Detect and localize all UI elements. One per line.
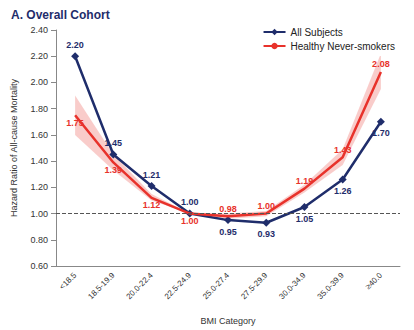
svg-text:22.5-24.9: 22.5-24.9 — [163, 270, 194, 301]
svg-text:1.80: 1.80 — [30, 104, 48, 114]
svg-text:All Subjects: All Subjects — [291, 27, 343, 38]
svg-text:1.45: 1.45 — [105, 138, 123, 148]
svg-text:0.80: 0.80 — [30, 235, 48, 245]
svg-text:27.5-29.9: 27.5-29.9 — [239, 270, 270, 301]
svg-text:Healthy Never-smokers: Healthy Never-smokers — [291, 41, 395, 52]
svg-text:1.19: 1.19 — [296, 176, 314, 186]
svg-text:1.00: 1.00 — [181, 216, 199, 226]
svg-text:1.00: 1.00 — [181, 197, 199, 207]
svg-text:25.0-27.4: 25.0-27.4 — [201, 270, 232, 301]
svg-text:1.75: 1.75 — [66, 118, 84, 128]
svg-text:2.20: 2.20 — [30, 51, 48, 61]
svg-text:0.60: 0.60 — [30, 261, 48, 271]
svg-text:35.0-39.9: 35.0-39.9 — [316, 270, 347, 301]
svg-text:18.5-19.9: 18.5-19.9 — [86, 270, 117, 301]
svg-text:BMI Category: BMI Category — [200, 316, 256, 326]
svg-text:1.12: 1.12 — [143, 200, 161, 210]
svg-text:20.0-22.4: 20.0-22.4 — [125, 270, 156, 301]
svg-text:30.0-34.9: 30.0-34.9 — [277, 270, 308, 301]
svg-text:1.26: 1.26 — [334, 186, 352, 196]
svg-text:1.20: 1.20 — [30, 182, 48, 192]
svg-text:0.95: 0.95 — [219, 227, 237, 237]
svg-text:1.40: 1.40 — [30, 156, 48, 166]
svg-text:1.39: 1.39 — [105, 165, 123, 175]
svg-text:1.00: 1.00 — [30, 209, 48, 219]
svg-text:Hazard Ratio of All-cause Mort: Hazard Ratio of All-cause Mortality — [9, 78, 19, 217]
svg-text:≥40.0: ≥40.0 — [364, 270, 385, 291]
svg-text:2.00: 2.00 — [30, 77, 48, 87]
svg-text:0.98: 0.98 — [219, 204, 237, 214]
svg-text:1.70: 1.70 — [372, 128, 390, 138]
svg-text:1.60: 1.60 — [30, 130, 48, 140]
svg-text:1.00: 1.00 — [257, 201, 275, 211]
svg-text:2.20: 2.20 — [66, 40, 84, 50]
svg-text:1.43: 1.43 — [334, 145, 352, 155]
svg-text:2.08: 2.08 — [372, 59, 390, 69]
svg-text:<18.5: <18.5 — [58, 270, 79, 291]
svg-text:1.21: 1.21 — [143, 170, 161, 180]
svg-text:0.93: 0.93 — [257, 229, 275, 239]
svg-text:2.40: 2.40 — [30, 25, 48, 35]
svg-text:A. Overall Cohort: A. Overall Cohort — [11, 8, 110, 22]
svg-text:1.05: 1.05 — [296, 214, 314, 224]
